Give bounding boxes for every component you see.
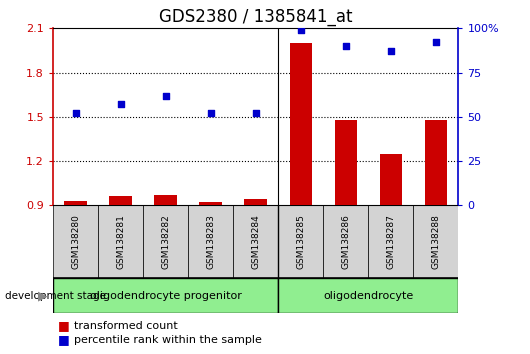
Bar bbox=[154, 195, 177, 205]
Text: development stage: development stage bbox=[5, 291, 107, 301]
Text: percentile rank within the sample: percentile rank within the sample bbox=[74, 335, 262, 345]
Point bbox=[431, 40, 440, 45]
Bar bbox=[244, 199, 267, 205]
Bar bbox=[278, 278, 458, 313]
Text: GSM138281: GSM138281 bbox=[116, 214, 125, 269]
Title: GDS2380 / 1385841_at: GDS2380 / 1385841_at bbox=[159, 8, 352, 25]
Text: oligodendrocyte: oligodendrocyte bbox=[323, 291, 413, 301]
Bar bbox=[334, 120, 357, 205]
Bar bbox=[53, 278, 278, 313]
Point bbox=[251, 110, 260, 116]
Point bbox=[206, 110, 215, 116]
Text: GSM138282: GSM138282 bbox=[161, 214, 170, 269]
Bar bbox=[199, 202, 222, 205]
Bar bbox=[368, 205, 413, 278]
Bar bbox=[143, 205, 188, 278]
Bar bbox=[109, 196, 132, 205]
Bar bbox=[278, 205, 323, 278]
Text: GSM138288: GSM138288 bbox=[431, 214, 440, 269]
Text: GSM138283: GSM138283 bbox=[206, 214, 215, 269]
Bar bbox=[289, 43, 312, 205]
Point bbox=[387, 48, 395, 54]
Text: oligodendrocyte progenitor: oligodendrocyte progenitor bbox=[90, 291, 242, 301]
Point bbox=[71, 110, 80, 116]
Text: ■: ■ bbox=[58, 319, 70, 332]
Text: GSM138287: GSM138287 bbox=[386, 214, 395, 269]
Text: ▶: ▶ bbox=[38, 289, 48, 302]
Bar bbox=[188, 205, 233, 278]
Point bbox=[341, 43, 350, 49]
Text: GSM138280: GSM138280 bbox=[71, 214, 80, 269]
Bar bbox=[233, 205, 278, 278]
Bar bbox=[323, 205, 368, 278]
Point bbox=[297, 27, 305, 33]
Bar bbox=[64, 201, 87, 205]
Bar bbox=[413, 205, 458, 278]
Bar bbox=[53, 205, 98, 278]
Bar bbox=[379, 154, 402, 205]
Bar bbox=[425, 120, 447, 205]
Bar bbox=[98, 205, 143, 278]
Text: GSM138286: GSM138286 bbox=[341, 214, 350, 269]
Text: transformed count: transformed count bbox=[74, 321, 178, 331]
Text: GSM138285: GSM138285 bbox=[296, 214, 305, 269]
Text: ■: ■ bbox=[58, 333, 70, 346]
Point bbox=[161, 93, 170, 98]
Text: GSM138284: GSM138284 bbox=[251, 214, 260, 269]
Point bbox=[117, 102, 125, 107]
